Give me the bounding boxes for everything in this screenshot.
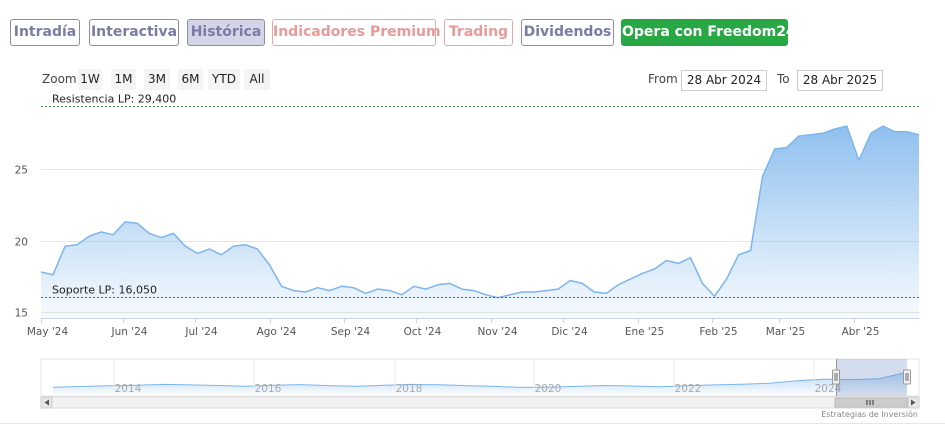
scrollbar-track[interactable] [40,396,920,409]
from-label: From [648,72,678,86]
scrollbar-thumb[interactable] [834,397,908,408]
price-series [40,125,920,318]
resistance-label: Resistencia LP: 29,400 [52,93,176,106]
plot-lines: Resistencia LP: 29,400 Soporte LP: 16,050 [41,93,919,298]
zoom-6m-button[interactable]: 6M [178,69,203,90]
navigator-series [52,371,908,394]
x-axis: May '24 Jun '24 Jul '24 Ago '24 Sep '24 Oct '… [27,318,919,338]
x-tick-label: Ago '24 [257,326,297,338]
scrollbar-grip-icon [866,400,874,405]
from-date-input[interactable]: 28 Abr 2024 [681,70,767,91]
x-tick-label: Mar '25 [766,326,805,338]
navigator-year-label: 2018 [396,383,423,395]
zoom-ytd-button[interactable]: YTD [208,69,240,90]
x-tick-label: May '24 [27,326,69,338]
tab-dividendos[interactable]: Dividendos [521,19,614,46]
to-label: To [777,72,790,86]
x-tick-label: Dic '24 [551,326,588,338]
y-tick-label: 25 [15,165,28,177]
x-tick-label: Jul '24 [184,326,218,338]
price-area [41,126,919,318]
x-tick-label: Oct '24 [404,326,442,338]
x-tick-label: Sep '24 [331,326,371,338]
navigator-year-label: 2020 [535,383,562,395]
navigator-left-handle[interactable] [832,369,840,385]
zoom-label: Zoom [42,72,77,86]
navigator-year-label: 2014 [115,383,142,395]
arrow-right-icon [911,399,916,406]
support-label: Soporte LP: 16,050 [52,284,157,297]
x-tick-label: Nov '24 [477,326,517,338]
x-tick-label: Jun '24 [111,326,148,338]
x-tick-label: Ene '25 [625,326,664,338]
price-line [40,125,920,299]
chart-credit: Estrategias de Inversión [821,409,918,419]
tab-historica[interactable]: Histórica [187,19,265,46]
navigator-year-label: 2022 [675,383,702,395]
arrow-left-icon [44,399,49,406]
navigator-year-label: 2016 [255,383,282,395]
to-date-input[interactable]: 28 Abr 2025 [797,70,883,91]
y-tick-label: 15 [15,308,28,320]
y-tick-label: 20 [15,237,28,249]
navigator[interactable]: 2014 2016 2018 2020 2022 2024 [40,358,920,397]
zoom-1m-button[interactable]: 1M [111,69,136,90]
zoom-all-button[interactable]: All [244,69,270,90]
y-axis: 15 20 25 [15,165,28,320]
navigator-year-label: 2024 [815,383,842,395]
navigator-year-labels: 2014 2016 2018 2020 2022 2024 [113,359,842,396]
navigator-selected-window[interactable] [832,359,911,396]
tab-trading[interactable]: Trading [444,19,513,46]
navigator-right-handle[interactable] [903,369,911,385]
x-tick-label: Abr '25 [842,326,880,338]
navigator-line [52,371,908,388]
navigator-area [53,372,907,394]
tab-indicadores-premium[interactable]: Indicadores Premium [272,19,441,46]
x-tick-label: Feb '25 [699,326,737,338]
navigator-mask [836,359,907,396]
zoom-3m-button[interactable]: 3M [144,69,170,90]
tab-intradia[interactable]: Intradía [10,19,80,46]
zoom-1w-button[interactable]: 1W [78,69,102,90]
tab-interactiva[interactable]: Interactiva [89,19,179,46]
scrollbar[interactable] [40,396,920,409]
tab-opera-con-freedom24[interactable]: Opera con Freedom24 [621,19,796,46]
